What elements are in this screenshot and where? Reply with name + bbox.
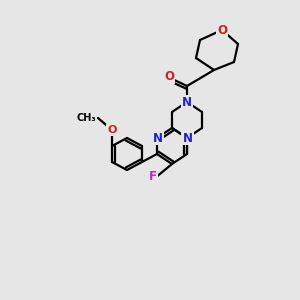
Text: CH₃: CH₃ — [76, 113, 96, 123]
Text: O: O — [217, 23, 227, 37]
Text: O: O — [107, 125, 117, 135]
Text: N: N — [182, 95, 192, 109]
Text: N: N — [153, 131, 163, 145]
Text: F: F — [149, 170, 157, 184]
Text: N: N — [183, 131, 193, 145]
Text: O: O — [164, 70, 174, 83]
Text: N: N — [182, 131, 192, 145]
